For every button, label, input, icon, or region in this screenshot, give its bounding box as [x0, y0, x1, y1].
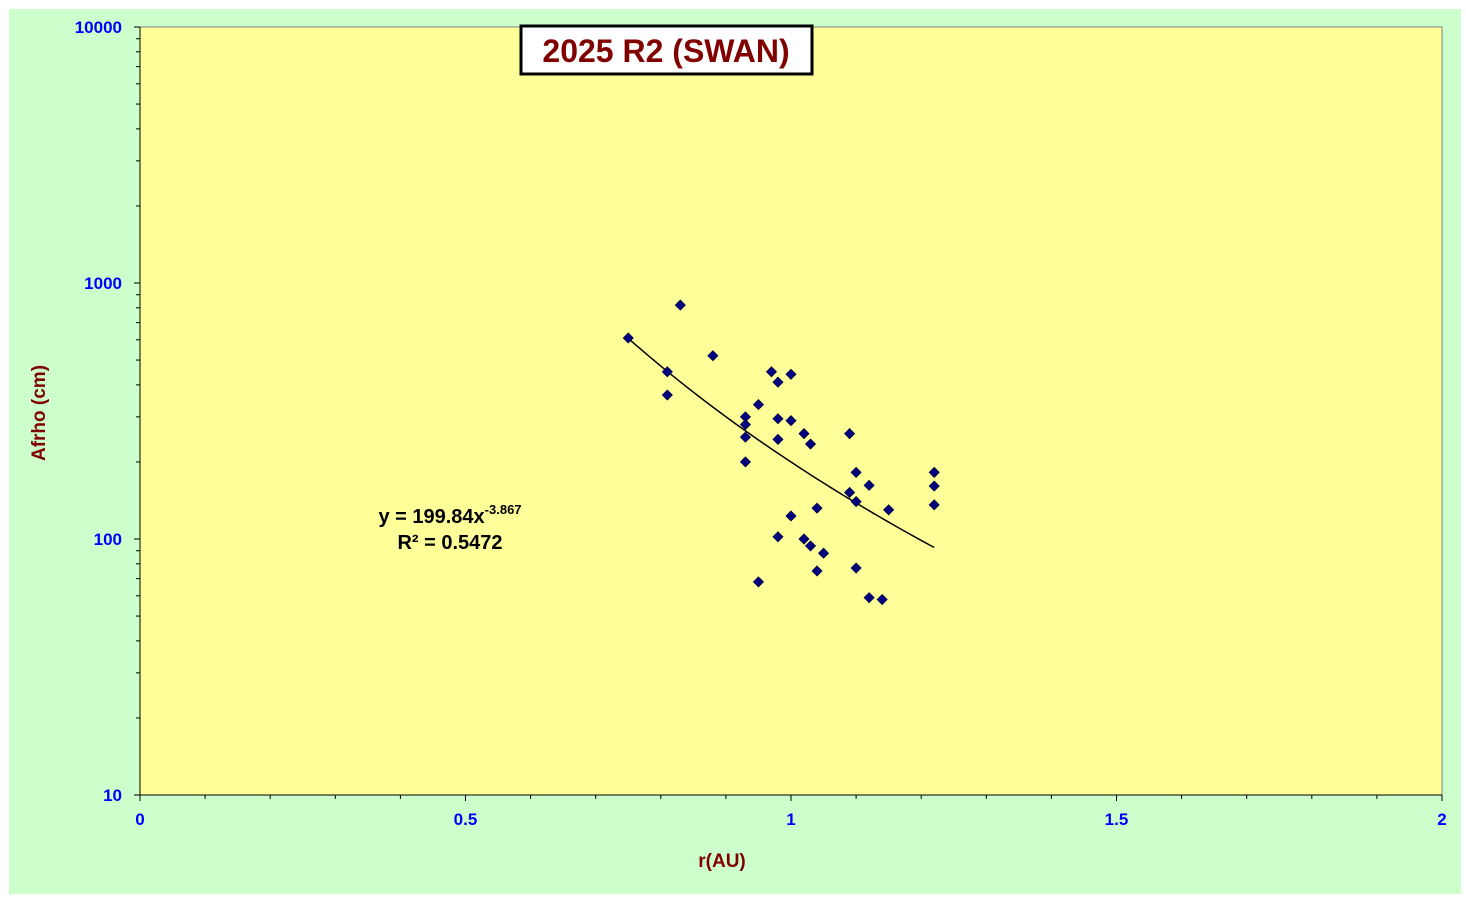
x-axis-title: r(AU) [698, 851, 746, 872]
data-point [752, 576, 765, 588]
data-point [863, 592, 875, 604]
data-point [772, 433, 784, 445]
data-point [928, 499, 940, 511]
x-axis: 0 0.5 1 1.5 2 [135, 794, 1447, 829]
data-point [798, 533, 810, 545]
chart-title: 2025 R2 (SWAN) [519, 24, 814, 76]
data-point [883, 504, 895, 516]
chart-title-text: 2025 R2 (SWAN) [542, 33, 789, 69]
y-axis: 10 100 1000 10000 [75, 18, 141, 805]
data-point [661, 366, 673, 378]
data-point [739, 431, 751, 443]
x-tick-label: 0.5 [454, 810, 478, 829]
x-tick-label: 1.5 [1105, 810, 1129, 829]
data-point [817, 547, 830, 559]
data-point [798, 428, 810, 440]
trendline-equation-exponent: -3.867 [485, 502, 522, 517]
data-point [811, 502, 823, 514]
x-tick-label: 0 [135, 810, 144, 829]
data-point [661, 389, 673, 401]
data-point [928, 466, 940, 478]
r-squared-text: R² = 0.5472 [397, 532, 502, 554]
data-point [844, 428, 856, 440]
data-point [772, 376, 784, 388]
data-point [765, 366, 778, 378]
y-tick-label: 10 [103, 786, 122, 805]
data-point [674, 299, 686, 311]
data-point [785, 368, 797, 380]
data-point [772, 413, 784, 425]
data-point [863, 479, 875, 491]
data-point [844, 486, 856, 499]
data-point [850, 562, 862, 574]
chart-title-box [519, 24, 814, 76]
data-point [739, 418, 751, 431]
data-point [752, 399, 765, 411]
data-point [850, 496, 862, 508]
data-point [804, 540, 817, 552]
data-point [811, 565, 823, 577]
data-points [622, 299, 940, 606]
data-point [850, 466, 862, 478]
data-point [785, 415, 797, 427]
y-tick-label: 10000 [75, 18, 122, 37]
trendline-curve [627, 337, 935, 549]
x-tick-label: 1 [786, 810, 795, 829]
data-point [707, 350, 719, 362]
plot-area [139, 26, 1443, 796]
data-point [772, 531, 784, 543]
y-axis-title: Afrho (cm) [29, 365, 50, 461]
data-point [622, 332, 634, 344]
trendline-equation: y = 199.84x-3.867 R² = 0.5472 [378, 502, 521, 554]
x-tick-label: 2 [1437, 810, 1446, 829]
data-point [876, 593, 888, 606]
y-tick-label: 1000 [84, 274, 122, 293]
data-point [739, 456, 751, 468]
trendline-equation-main: y = 199.84x [378, 506, 484, 528]
data-point [928, 480, 940, 492]
data-point [804, 438, 817, 450]
y-tick-label: 100 [94, 530, 122, 549]
data-point [785, 510, 797, 522]
trendline-equation-text: y = 199.84x-3.867 [378, 502, 521, 528]
